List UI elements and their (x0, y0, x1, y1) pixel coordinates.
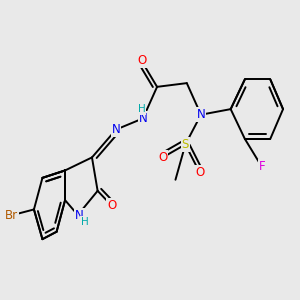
Text: O: O (195, 166, 204, 179)
Text: N: N (112, 123, 120, 136)
Text: N: N (196, 108, 205, 121)
Text: N: N (75, 208, 84, 221)
Text: F: F (259, 160, 265, 173)
Text: Br: Br (5, 208, 18, 221)
Text: O: O (137, 54, 146, 67)
Text: S: S (182, 138, 189, 151)
Text: H: H (81, 217, 89, 227)
Text: N: N (139, 112, 147, 125)
Text: O: O (158, 151, 167, 164)
Text: H: H (138, 104, 146, 114)
Text: O: O (107, 199, 116, 212)
